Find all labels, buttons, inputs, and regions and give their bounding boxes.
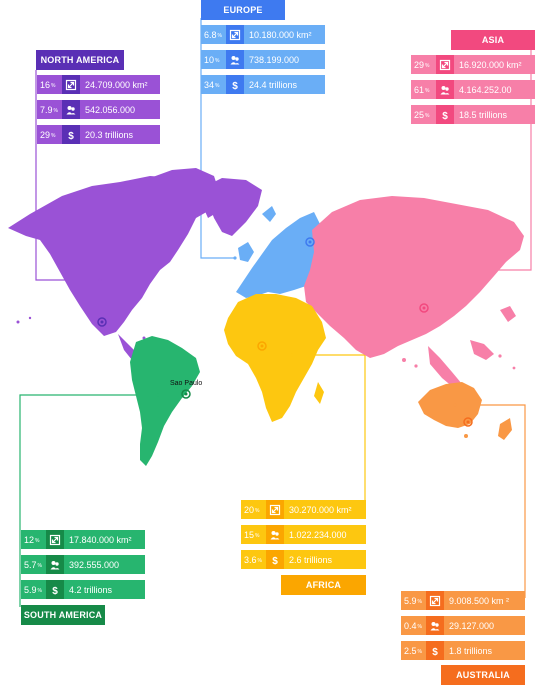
asia-area-row: 29% 16.920.000 km² [411,55,535,74]
svg-text:$: $ [68,131,74,141]
greenland-shape [206,178,262,236]
south-america-title: SOUTH AMERICA [21,605,105,625]
africa-marker [257,341,267,351]
area-expand-icon [436,55,454,74]
europe-area-row: 6.8% 10.180.000 km² [201,25,325,44]
dollar-icon: $ [266,550,284,569]
asia-population-value: 4.164.252.00 [459,84,512,95]
south-america-area-value: 17.840.000 km² [69,534,132,545]
north-america-title: NORTH AMERICA [36,50,124,70]
europe-population-value: 738.199.000 [249,54,300,65]
asia-marker [419,303,429,313]
africa-area-value: 30.270.000 km² [289,504,352,515]
africa-gdp-value: 2.6 trillions [289,554,333,565]
australia-connector [455,404,526,598]
australia-gdp-value: 1.8 trillions [449,645,493,656]
north-america-shape [8,168,218,366]
australia-area-value: 9.008.500 km ² [449,595,510,606]
australia-population-value: 29.127.000 [449,620,495,631]
dollar-icon: $ [46,580,64,599]
people-icon [226,50,244,69]
north-america-population-row: 7.9% 542.056.000 [37,100,160,119]
europe-area-value: 10.180.000 km² [249,29,312,40]
south-america-gdp-value: 4.2 trillions [69,584,113,595]
south-america-population-value: 392.555.000 [69,559,120,570]
europe-title: EUROPE [201,0,285,20]
north-america-area-value: 24.709.000 km² [85,79,148,90]
australia-gdp-row: 2.5% $ 1.8 trillions [401,641,525,660]
australia-population-row: 0.4% 29.127.000 [401,616,525,635]
europe-connector [200,18,235,259]
svg-text:$: $ [272,556,278,566]
asia-population-row: 61% 4.164.252.00 [411,80,535,99]
north-america-gdp-value: 20.3 trillions [85,129,134,140]
africa-area-row: 20% 30.270.000 km² [241,500,366,519]
africa-title: AFRICA [281,575,366,595]
dollar-icon: $ [426,641,444,660]
svg-text:$: $ [432,647,438,657]
area-expand-icon [46,530,64,549]
australia-shape [418,382,512,440]
africa-shape [224,294,326,422]
people-icon [46,555,64,574]
europe-gdp-row: 34% $ 24.4 trillions [201,75,325,94]
area-expand-icon [426,591,444,610]
svg-text:$: $ [52,586,58,596]
people-icon [266,525,284,544]
north-america-area-row: 16% 24.709.000 km² [37,75,160,94]
people-icon [436,80,454,99]
north-america-gdp-row: 29% $ 20.3 trillions [37,125,160,144]
europe-gdp-value: 24.4 trillions [249,79,298,90]
map-markers [97,237,473,427]
asia-area-value: 16.920.000 km² [459,59,522,70]
people-icon [426,616,444,635]
south-america-connector [19,394,158,607]
south-america-marker [181,389,191,399]
south-america-gdp-row: 5.9% $ 4.2 trillions [21,580,145,599]
south-america-shape [130,336,200,466]
europe-population-row: 10% 738.199.000 [201,50,325,69]
australia-title: AUSTRALIA [441,665,525,685]
area-expand-icon [62,75,80,94]
city-label-sao-paulo: Sao Paulo [170,380,203,387]
africa-population-value: 1.022.234.000 [289,529,347,540]
dollar-icon: $ [226,75,244,94]
area-expand-icon [266,500,284,519]
africa-gdp-row: 3.6% $ 2.6 trillions [241,550,366,569]
svg-text:$: $ [232,81,238,91]
north-america-population-value: 542.056.000 [85,104,136,115]
australia-marker [463,417,473,427]
africa-population-row: 15% 1.022.234.000 [241,525,366,544]
svg-text:$: $ [442,111,448,121]
asia-title: ASIA [451,30,535,50]
europe-marker [305,237,315,247]
south-america-population-row: 5.7% 392.555.000 [21,555,145,574]
asia-gdp-row: 25% $ 18.5 trillions [411,105,535,124]
north-america-area-pct: 16% [40,79,56,90]
people-icon [62,100,80,119]
australia-area-row: 5.9% 9.008.500 km ² [401,591,525,610]
dollar-icon: $ [436,105,454,124]
asia-gdp-value: 18.5 trillions [459,109,508,120]
dollar-icon: $ [62,125,80,144]
asia-shape [304,196,524,388]
north-america-marker [97,317,107,327]
area-expand-icon [226,25,244,44]
south-america-area-row: 12% 17.840.000 km² [21,530,145,549]
europe-shape [236,206,320,298]
